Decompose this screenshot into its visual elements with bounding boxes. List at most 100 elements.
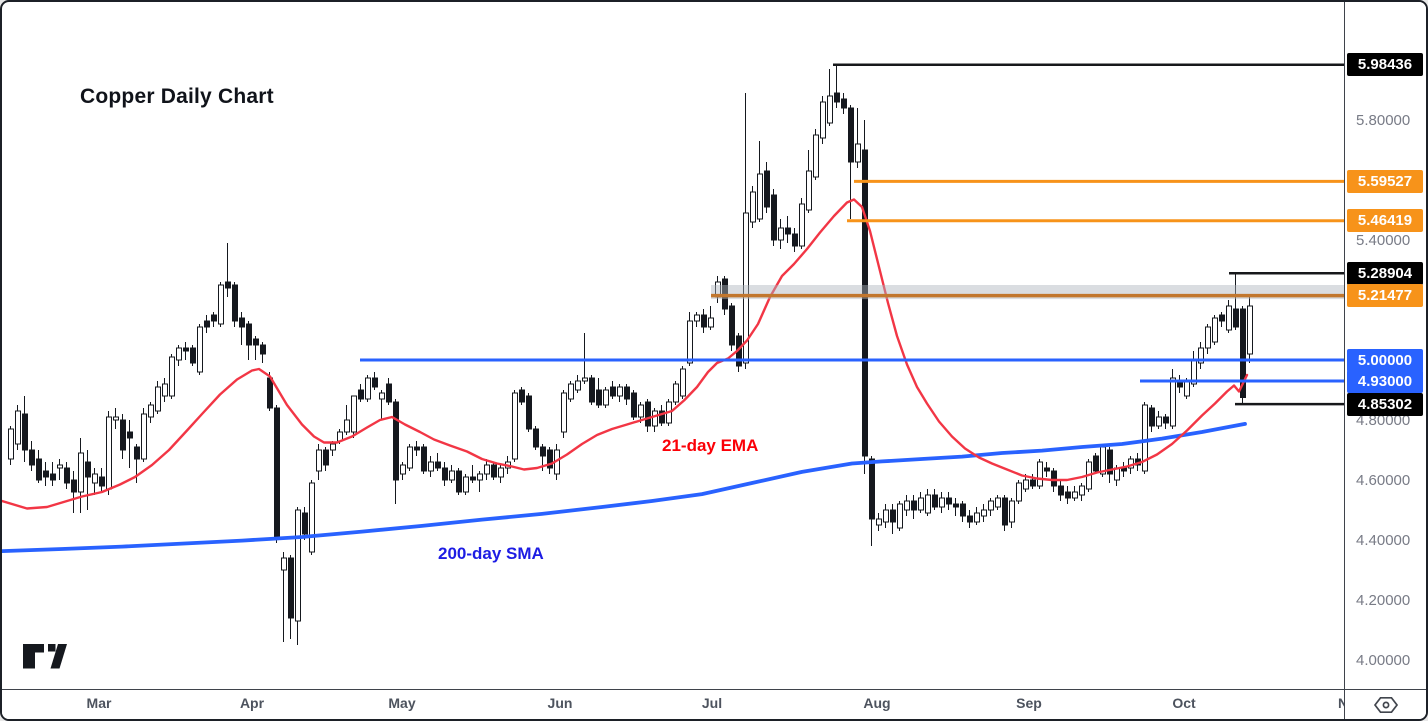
candle-body (1226, 305, 1232, 331)
candle-body (358, 389, 364, 400)
candle-body (764, 170, 770, 208)
candle-body (848, 107, 854, 163)
candle-body (50, 473, 56, 481)
hexagon-outline (1373, 696, 1398, 713)
candle-body (876, 518, 882, 526)
candle-body (456, 470, 462, 493)
candle-body (316, 449, 322, 472)
candle-body (820, 101, 826, 139)
tradingview-logo-glyph-1 (23, 644, 44, 669)
candle-body (981, 509, 987, 517)
candle-body (1184, 380, 1190, 397)
candle-body (253, 338, 259, 346)
candle-body (533, 428, 539, 448)
price-level-badge[interactable]: 5.59527 (1347, 169, 1423, 193)
candle-body (918, 497, 924, 511)
x-axis-month-label: N (1338, 695, 1346, 711)
chart-plot-area[interactable] (2, 2, 1346, 692)
candle-body (652, 410, 658, 427)
candle-body (624, 386, 630, 400)
candle-body (617, 386, 623, 397)
candle-body (463, 476, 469, 493)
candle-body (575, 380, 581, 391)
candle-body (309, 482, 315, 553)
candle-body (1163, 416, 1169, 424)
y-axis-tick-label: 4.60000 (1356, 472, 1411, 489)
price-axis[interactable]: 5.80000 5.40000 4.80000 4.60000 4.40000 4.200… (1344, 2, 1426, 692)
candle-body (225, 281, 231, 289)
candle-body (1149, 407, 1155, 427)
candle-body (512, 392, 518, 460)
candle-body (1212, 317, 1218, 343)
candle-body (414, 446, 420, 451)
y-axis-tick-label: 5.80000 (1356, 112, 1411, 129)
candle-body (1142, 404, 1148, 472)
ema-line[interactable] (2, 198, 1249, 510)
axis-corner[interactable] (1344, 689, 1426, 719)
candle-body (988, 500, 994, 511)
candle-body (694, 314, 700, 322)
candle-body (519, 389, 525, 403)
candle-body (239, 317, 245, 328)
candle-body (274, 407, 280, 538)
candle-body (1009, 500, 1015, 523)
candle-body (330, 443, 336, 451)
candle-body (127, 431, 133, 439)
tradingview-logo-glyph-3 (50, 644, 67, 669)
candle-body (64, 467, 70, 484)
candle-body (925, 494, 931, 514)
price-level-badge[interactable]: 5.46419 (1347, 209, 1423, 233)
candlestick-series (8, 64, 1253, 645)
axis-settings-icon[interactable] (1369, 694, 1403, 716)
candle-body (1107, 449, 1113, 475)
price-level-badge[interactable]: 5.21477 (1347, 284, 1423, 308)
candle-body (260, 344, 266, 355)
tradingview-logo[interactable] (22, 642, 68, 672)
candle-body (932, 494, 938, 508)
candle-body (1037, 461, 1043, 487)
candle-body (946, 497, 952, 505)
candle-body (36, 458, 42, 481)
price-level-badge[interactable]: 4.85302 (1347, 392, 1423, 416)
candle-body (22, 413, 28, 451)
candle-body (680, 368, 686, 397)
candle-body (155, 386, 161, 412)
candle-body (218, 284, 224, 325)
candle-body (134, 446, 140, 460)
candle-body (71, 479, 77, 493)
candle-body (561, 392, 567, 433)
candle-body (855, 143, 861, 163)
time-axis[interactable]: Mar Apr May Jun Jul Aug Sep Oct N (2, 689, 1346, 719)
candle-body (407, 446, 413, 469)
candle-body (862, 149, 868, 457)
candle-body (708, 317, 714, 328)
price-level-badge[interactable]: 5.28904 (1347, 261, 1423, 285)
candle-body (99, 476, 105, 487)
y-axis-tick-label: 4.80000 (1356, 412, 1411, 429)
candle-body (449, 470, 455, 481)
candle-body (204, 320, 210, 328)
ema-annotation-label[interactable]: 21-day EMA (662, 436, 759, 455)
candle-body (610, 386, 616, 397)
candle-body (743, 212, 749, 364)
candle-body (701, 314, 707, 328)
price-level-badge[interactable]: 5.00000 (1347, 348, 1423, 372)
candle-body (197, 326, 203, 373)
candle-body (687, 320, 693, 364)
candle-body (841, 98, 847, 109)
price-level-badge[interactable]: 4.93000 (1347, 369, 1423, 393)
candle-body (540, 446, 546, 457)
candle-body (883, 509, 889, 523)
candle-body (246, 323, 252, 346)
sma-annotation-label[interactable]: 200-day SMA (438, 544, 544, 563)
candle-body (806, 170, 812, 211)
sma-line[interactable] (2, 422, 1247, 553)
candle-body (1065, 491, 1071, 499)
candle-body (813, 134, 819, 178)
candle-body (491, 464, 497, 478)
chart-title[interactable]: Copper Daily Chart (80, 85, 274, 108)
price-level-badge[interactable]: 5.98436 (1347, 53, 1423, 77)
candle-body (15, 410, 21, 445)
candle-body (169, 356, 175, 397)
y-axis-tick-label: 4.20000 (1356, 592, 1411, 609)
